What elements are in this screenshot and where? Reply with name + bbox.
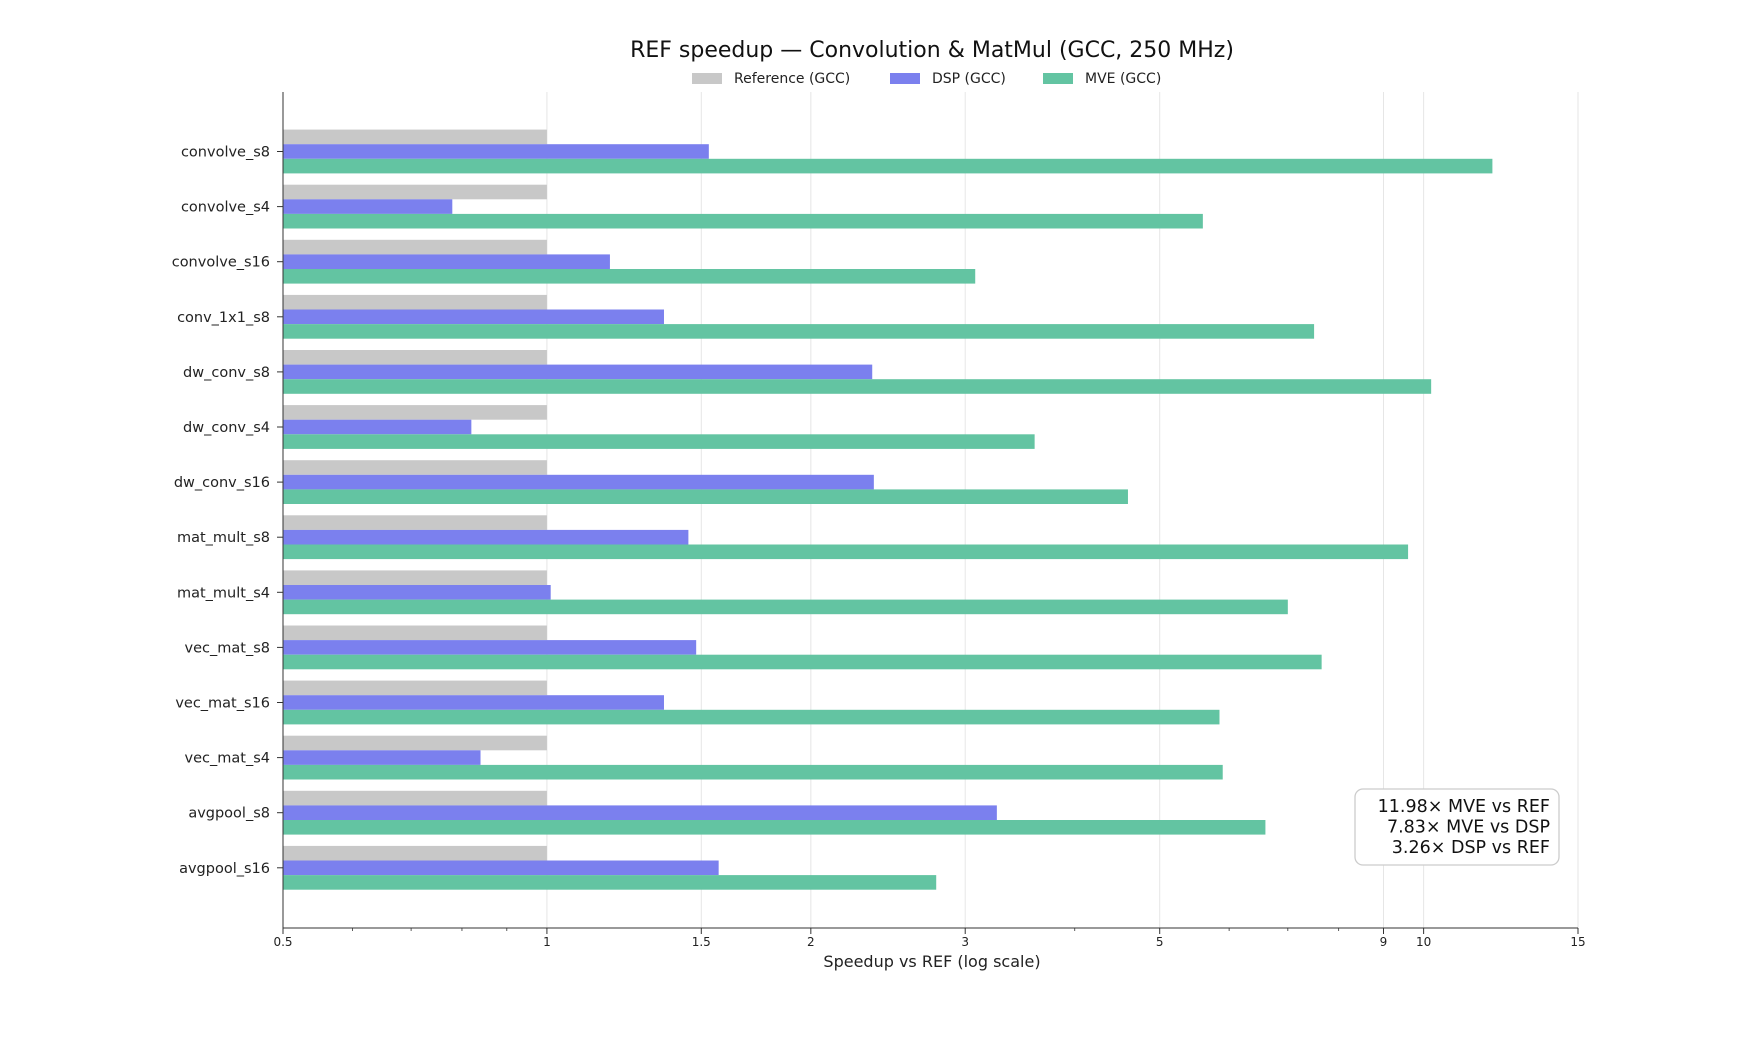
x-tick-label: 3 bbox=[961, 935, 969, 949]
bar bbox=[283, 805, 997, 820]
x-tick-label: 9 bbox=[1380, 935, 1388, 949]
axis-layer: convolve_s8 convolve_s4 convolve_s16 conv_1… bbox=[172, 92, 1586, 949]
bar bbox=[283, 820, 1266, 835]
bar bbox=[283, 254, 610, 269]
bar bbox=[283, 875, 937, 890]
x-tick-label: 0.5 bbox=[273, 935, 292, 949]
category-tick-label: mat_mult_s4 bbox=[177, 585, 270, 601]
bar bbox=[283, 750, 481, 765]
bar bbox=[283, 213, 1203, 229]
bar bbox=[283, 654, 1322, 670]
bar bbox=[283, 695, 664, 710]
bar bbox=[283, 625, 547, 641]
annotation-line: 11.98× MVE vs REF bbox=[1378, 797, 1550, 817]
category-tick-label: convolve_s4 bbox=[181, 200, 270, 216]
bar bbox=[283, 585, 551, 600]
chart-title: REF speedup — Convolution & MatMul (GCC,… bbox=[630, 38, 1234, 63]
x-tick-label: 15 bbox=[1570, 935, 1585, 949]
legend-swatch bbox=[890, 73, 920, 84]
bar bbox=[283, 434, 1035, 449]
bar bbox=[283, 158, 1493, 174]
legend-label: DSP (GCC) bbox=[932, 71, 1006, 87]
category-tick-label: dw_conv_s8 bbox=[183, 365, 270, 381]
bar bbox=[283, 269, 976, 284]
category-tick-label: conv_1x1_s8 bbox=[177, 310, 270, 326]
bar bbox=[283, 324, 1315, 339]
bar bbox=[283, 489, 1128, 504]
bar bbox=[283, 460, 547, 475]
x-tick-label: 10 bbox=[1416, 935, 1431, 949]
bar bbox=[283, 764, 1223, 780]
legend-swatch bbox=[692, 73, 722, 84]
bar bbox=[283, 144, 709, 159]
bar bbox=[283, 790, 547, 806]
x-tick-label: 2 bbox=[807, 935, 815, 949]
bar bbox=[283, 379, 1432, 394]
bar bbox=[283, 309, 664, 325]
annotation-box bbox=[1354, 788, 1560, 866]
bar bbox=[283, 709, 1220, 725]
category-tick-label: convolve_s16 bbox=[172, 255, 270, 271]
legend-label: MVE (GCC) bbox=[1085, 71, 1161, 87]
bar bbox=[283, 184, 547, 200]
category-tick-label: convolve_s8 bbox=[181, 145, 270, 161]
x-tick-label: 1.5 bbox=[692, 935, 711, 949]
legend-label: Reference (GCC) bbox=[734, 71, 850, 87]
bar bbox=[283, 680, 547, 696]
category-tick-label: avgpool_s8 bbox=[188, 806, 270, 822]
category-tick-label: vec_mat_s8 bbox=[185, 640, 270, 656]
x-tick-label: 1 bbox=[543, 935, 551, 949]
bars-layer bbox=[283, 129, 1493, 890]
bar bbox=[283, 474, 874, 490]
bar bbox=[283, 845, 547, 861]
bar bbox=[283, 350, 547, 365]
bar bbox=[283, 364, 873, 380]
bar bbox=[283, 570, 547, 585]
legend-swatch bbox=[1043, 73, 1073, 84]
x-tick-label: 5 bbox=[1156, 935, 1164, 949]
bar bbox=[283, 419, 472, 435]
bar bbox=[283, 544, 1409, 560]
bar bbox=[283, 515, 547, 530]
bar bbox=[283, 860, 719, 876]
grid-layer bbox=[282, 92, 1579, 928]
bar bbox=[283, 294, 547, 310]
bar bbox=[283, 735, 547, 751]
bar bbox=[283, 239, 547, 255]
legend: Reference (GCC) DSP (GCC) MVE (GCC) bbox=[692, 71, 1161, 87]
x-axis-label: Speedup vs REF (log scale) bbox=[823, 952, 1040, 971]
category-tick-label: vec_mat_s4 bbox=[185, 751, 270, 767]
category-tick-label: vec_mat_s16 bbox=[175, 696, 270, 712]
bar bbox=[283, 199, 453, 214]
bar bbox=[283, 405, 547, 420]
bar bbox=[283, 129, 547, 145]
category-tick-label: dw_conv_s4 bbox=[183, 420, 270, 436]
annotation-line: 3.26× DSP vs REF bbox=[1392, 838, 1550, 858]
bar bbox=[283, 599, 1288, 615]
category-tick-label: avgpool_s16 bbox=[179, 861, 270, 877]
annotation-line: 7.83× MVE vs DSP bbox=[1387, 818, 1550, 838]
category-tick-label: mat_mult_s8 bbox=[177, 530, 270, 546]
bar bbox=[283, 640, 697, 655]
category-tick-label: dw_conv_s16 bbox=[174, 475, 270, 491]
bar bbox=[283, 529, 689, 545]
